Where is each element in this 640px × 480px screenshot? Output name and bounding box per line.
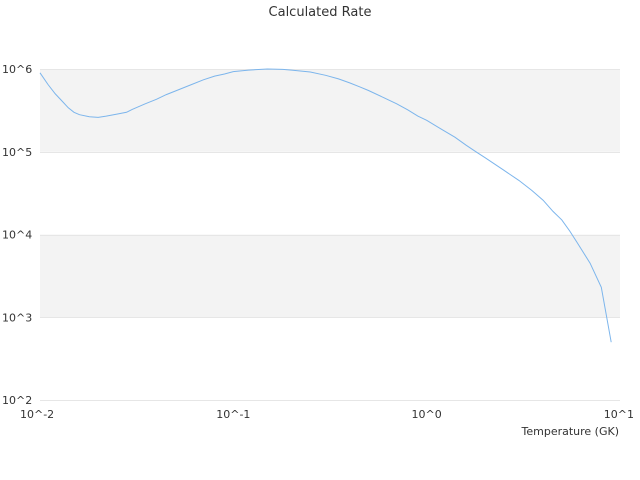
x-tick-label: 10^-2 bbox=[20, 408, 54, 421]
y-tick-label: 10^5 bbox=[2, 146, 32, 159]
y-tick-label: 10^4 bbox=[2, 229, 32, 242]
x-tick-label: 10^1 bbox=[604, 408, 634, 421]
plot-band bbox=[40, 69, 620, 152]
plot-band bbox=[40, 234, 620, 318]
x-axis-title: Temperature (GK) bbox=[521, 425, 620, 438]
y-tick-label: 10^2 bbox=[2, 394, 32, 407]
y-tick-label: 10^6 bbox=[2, 63, 32, 76]
chart-title: Calculated Rate bbox=[269, 5, 372, 20]
y-axis-ticks: 10^2 10^3 10^4 10^5 10^6 bbox=[2, 63, 32, 407]
gridlines bbox=[40, 69, 620, 401]
x-axis-ticks: 10^-2 10^-1 10^0 10^1 bbox=[20, 408, 634, 421]
series-line bbox=[39, 68, 612, 343]
x-tick-label: 10^-1 bbox=[216, 408, 250, 421]
plot-bands bbox=[40, 69, 620, 318]
y-tick-label: 10^3 bbox=[2, 311, 32, 324]
x-tick-label: 10^0 bbox=[412, 408, 442, 421]
